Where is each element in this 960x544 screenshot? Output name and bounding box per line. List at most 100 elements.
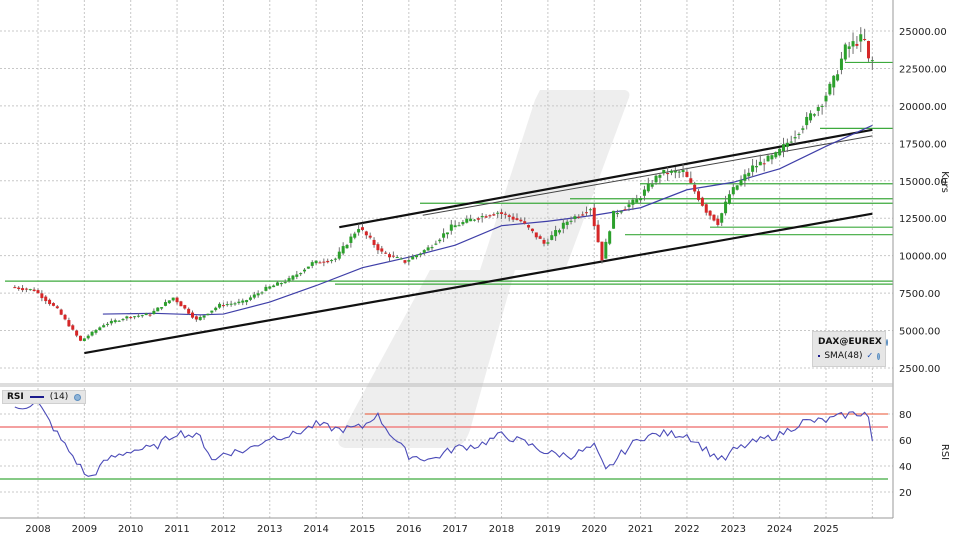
legend-sma-label: SMA(48) <box>824 351 863 361</box>
candle-up <box>210 310 214 313</box>
candle-up <box>789 141 793 143</box>
candle-down <box>523 221 527 224</box>
candle-up <box>306 266 310 269</box>
trend-line <box>84 212 873 355</box>
candle-up <box>449 224 453 231</box>
candle-up <box>229 303 233 305</box>
main-y-axis: 25000.00 22500.00 20000.00 17500.00 15000.00… <box>899 27 947 375</box>
candle-up <box>615 213 619 215</box>
candle-up <box>650 184 654 187</box>
gear-icon[interactable] <box>885 338 888 346</box>
candle-up <box>349 236 353 243</box>
rsi-period-label: (14) <box>49 392 69 402</box>
rsi-grid <box>0 388 893 518</box>
main-y-axis-title: Kurs <box>939 171 950 193</box>
y-tick-label: 22500.00 <box>899 64 947 75</box>
candle-down <box>403 260 407 263</box>
candle-down <box>191 312 195 318</box>
candle-up <box>747 172 751 177</box>
candle-up <box>565 221 569 225</box>
candle-down <box>700 197 704 206</box>
candle-down <box>866 40 870 59</box>
candle-down <box>762 163 766 165</box>
rsi-line <box>14 401 873 477</box>
candle-down <box>515 218 519 220</box>
candle-up <box>828 83 832 95</box>
candle-down <box>384 252 388 254</box>
x-tick-label: 2014 <box>303 524 328 535</box>
candle-down <box>71 325 75 330</box>
candle-up <box>198 317 202 321</box>
candle-down <box>21 288 25 291</box>
candle-up <box>163 302 167 306</box>
candle-down <box>708 210 712 216</box>
candle-up <box>627 204 631 207</box>
candle-down <box>623 209 627 211</box>
candle-down <box>704 204 708 213</box>
candle-up <box>264 286 268 291</box>
candle-up <box>793 137 797 139</box>
rsi-polyline <box>14 401 873 477</box>
candle-up <box>561 222 565 229</box>
candle-up <box>345 244 349 249</box>
candle-up <box>870 60 874 62</box>
candle-down <box>360 227 364 230</box>
rsi-y-axis-title: RSI <box>939 444 950 460</box>
candle-up <box>94 330 98 333</box>
candle-down <box>527 224 531 228</box>
candle-up <box>171 297 175 301</box>
legend-instrument-label: DAX@EUREX <box>818 337 882 347</box>
candle-down <box>179 301 183 307</box>
candle-down <box>519 219 523 222</box>
candle-up <box>743 174 747 181</box>
candle-up <box>554 230 558 237</box>
rsi-legend[interactable]: RSI (14) <box>2 390 87 404</box>
main-legend[interactable]: DAX@EUREX SMA(48) ✓ <box>812 331 888 367</box>
candle-up <box>662 169 666 174</box>
candlesticks <box>13 27 874 342</box>
candle-down <box>476 218 480 220</box>
rsi-tick-label: 80 <box>899 410 912 421</box>
candle-up <box>832 75 836 88</box>
candle-up <box>202 315 206 318</box>
candle-up <box>233 303 237 305</box>
candle-up <box>816 107 820 111</box>
candle-down <box>67 320 71 327</box>
candle-up <box>430 247 434 249</box>
candle-up <box>612 210 616 229</box>
trend-line <box>422 135 873 216</box>
candle-up <box>731 187 735 195</box>
candle-up <box>569 220 573 222</box>
candle-down <box>863 38 867 40</box>
candle-down <box>322 261 326 263</box>
candle-up <box>836 74 840 81</box>
candle-up <box>272 285 276 288</box>
candle-up <box>453 225 457 228</box>
candle-up <box>469 218 473 222</box>
x-tick-label: 2023 <box>721 524 746 535</box>
candle-up <box>136 315 140 317</box>
candle-up <box>812 114 816 116</box>
candle-down <box>148 314 152 316</box>
checkmark-icon[interactable]: ✓ <box>866 351 874 360</box>
candle-down <box>716 218 720 225</box>
candle-down <box>44 296 48 302</box>
candle-down <box>484 216 488 218</box>
gear-icon[interactable] <box>74 393 82 401</box>
candle-down <box>689 178 693 183</box>
candle-up <box>801 128 805 130</box>
candle-up <box>426 247 430 251</box>
candle-up <box>480 216 484 218</box>
candle-down <box>175 297 179 303</box>
candle-up <box>557 230 561 233</box>
candle-up <box>465 218 469 223</box>
x-tick-label: 2025 <box>813 524 838 535</box>
x-tick-label: 2016 <box>396 524 421 535</box>
candle-up <box>754 166 758 168</box>
candle-up <box>434 243 438 245</box>
candle-down <box>388 254 392 258</box>
candle-up <box>152 310 156 315</box>
gear-icon[interactable] <box>877 352 880 360</box>
